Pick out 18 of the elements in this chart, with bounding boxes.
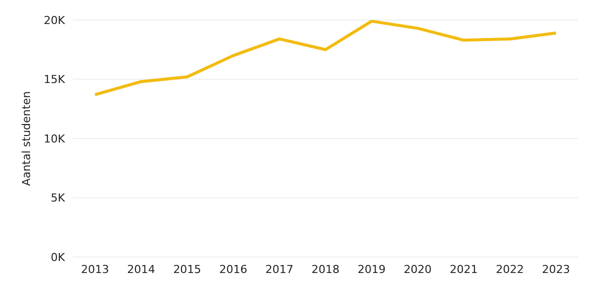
y-tick-label: 10K — [44, 132, 66, 146]
x-tick-label: 2022 — [496, 262, 524, 276]
y-tick-label: 5K — [50, 192, 66, 205]
x-tick-label: 2017 — [265, 262, 294, 276]
y-tick-label: 0K — [50, 250, 66, 264]
x-tick-label: 2019 — [358, 262, 386, 276]
y-tick-label: 15K — [44, 73, 66, 86]
x-tick-label: 2014 — [127, 262, 156, 276]
x-tick-label: 2020 — [404, 262, 432, 276]
line-series — [94, 20, 558, 96]
x-tick-label: 2013 — [81, 262, 109, 276]
x-tick-label: 2018 — [312, 262, 340, 276]
x-tick-label: 2015 — [173, 262, 202, 276]
y-axis-title: Aantal studenten — [20, 91, 33, 186]
x-tick-label: 2021 — [450, 262, 478, 276]
y-tick-label: 20K — [44, 14, 66, 27]
x-tick-label: 2016 — [219, 262, 248, 276]
x-tick-label: 2023 — [542, 262, 570, 276]
